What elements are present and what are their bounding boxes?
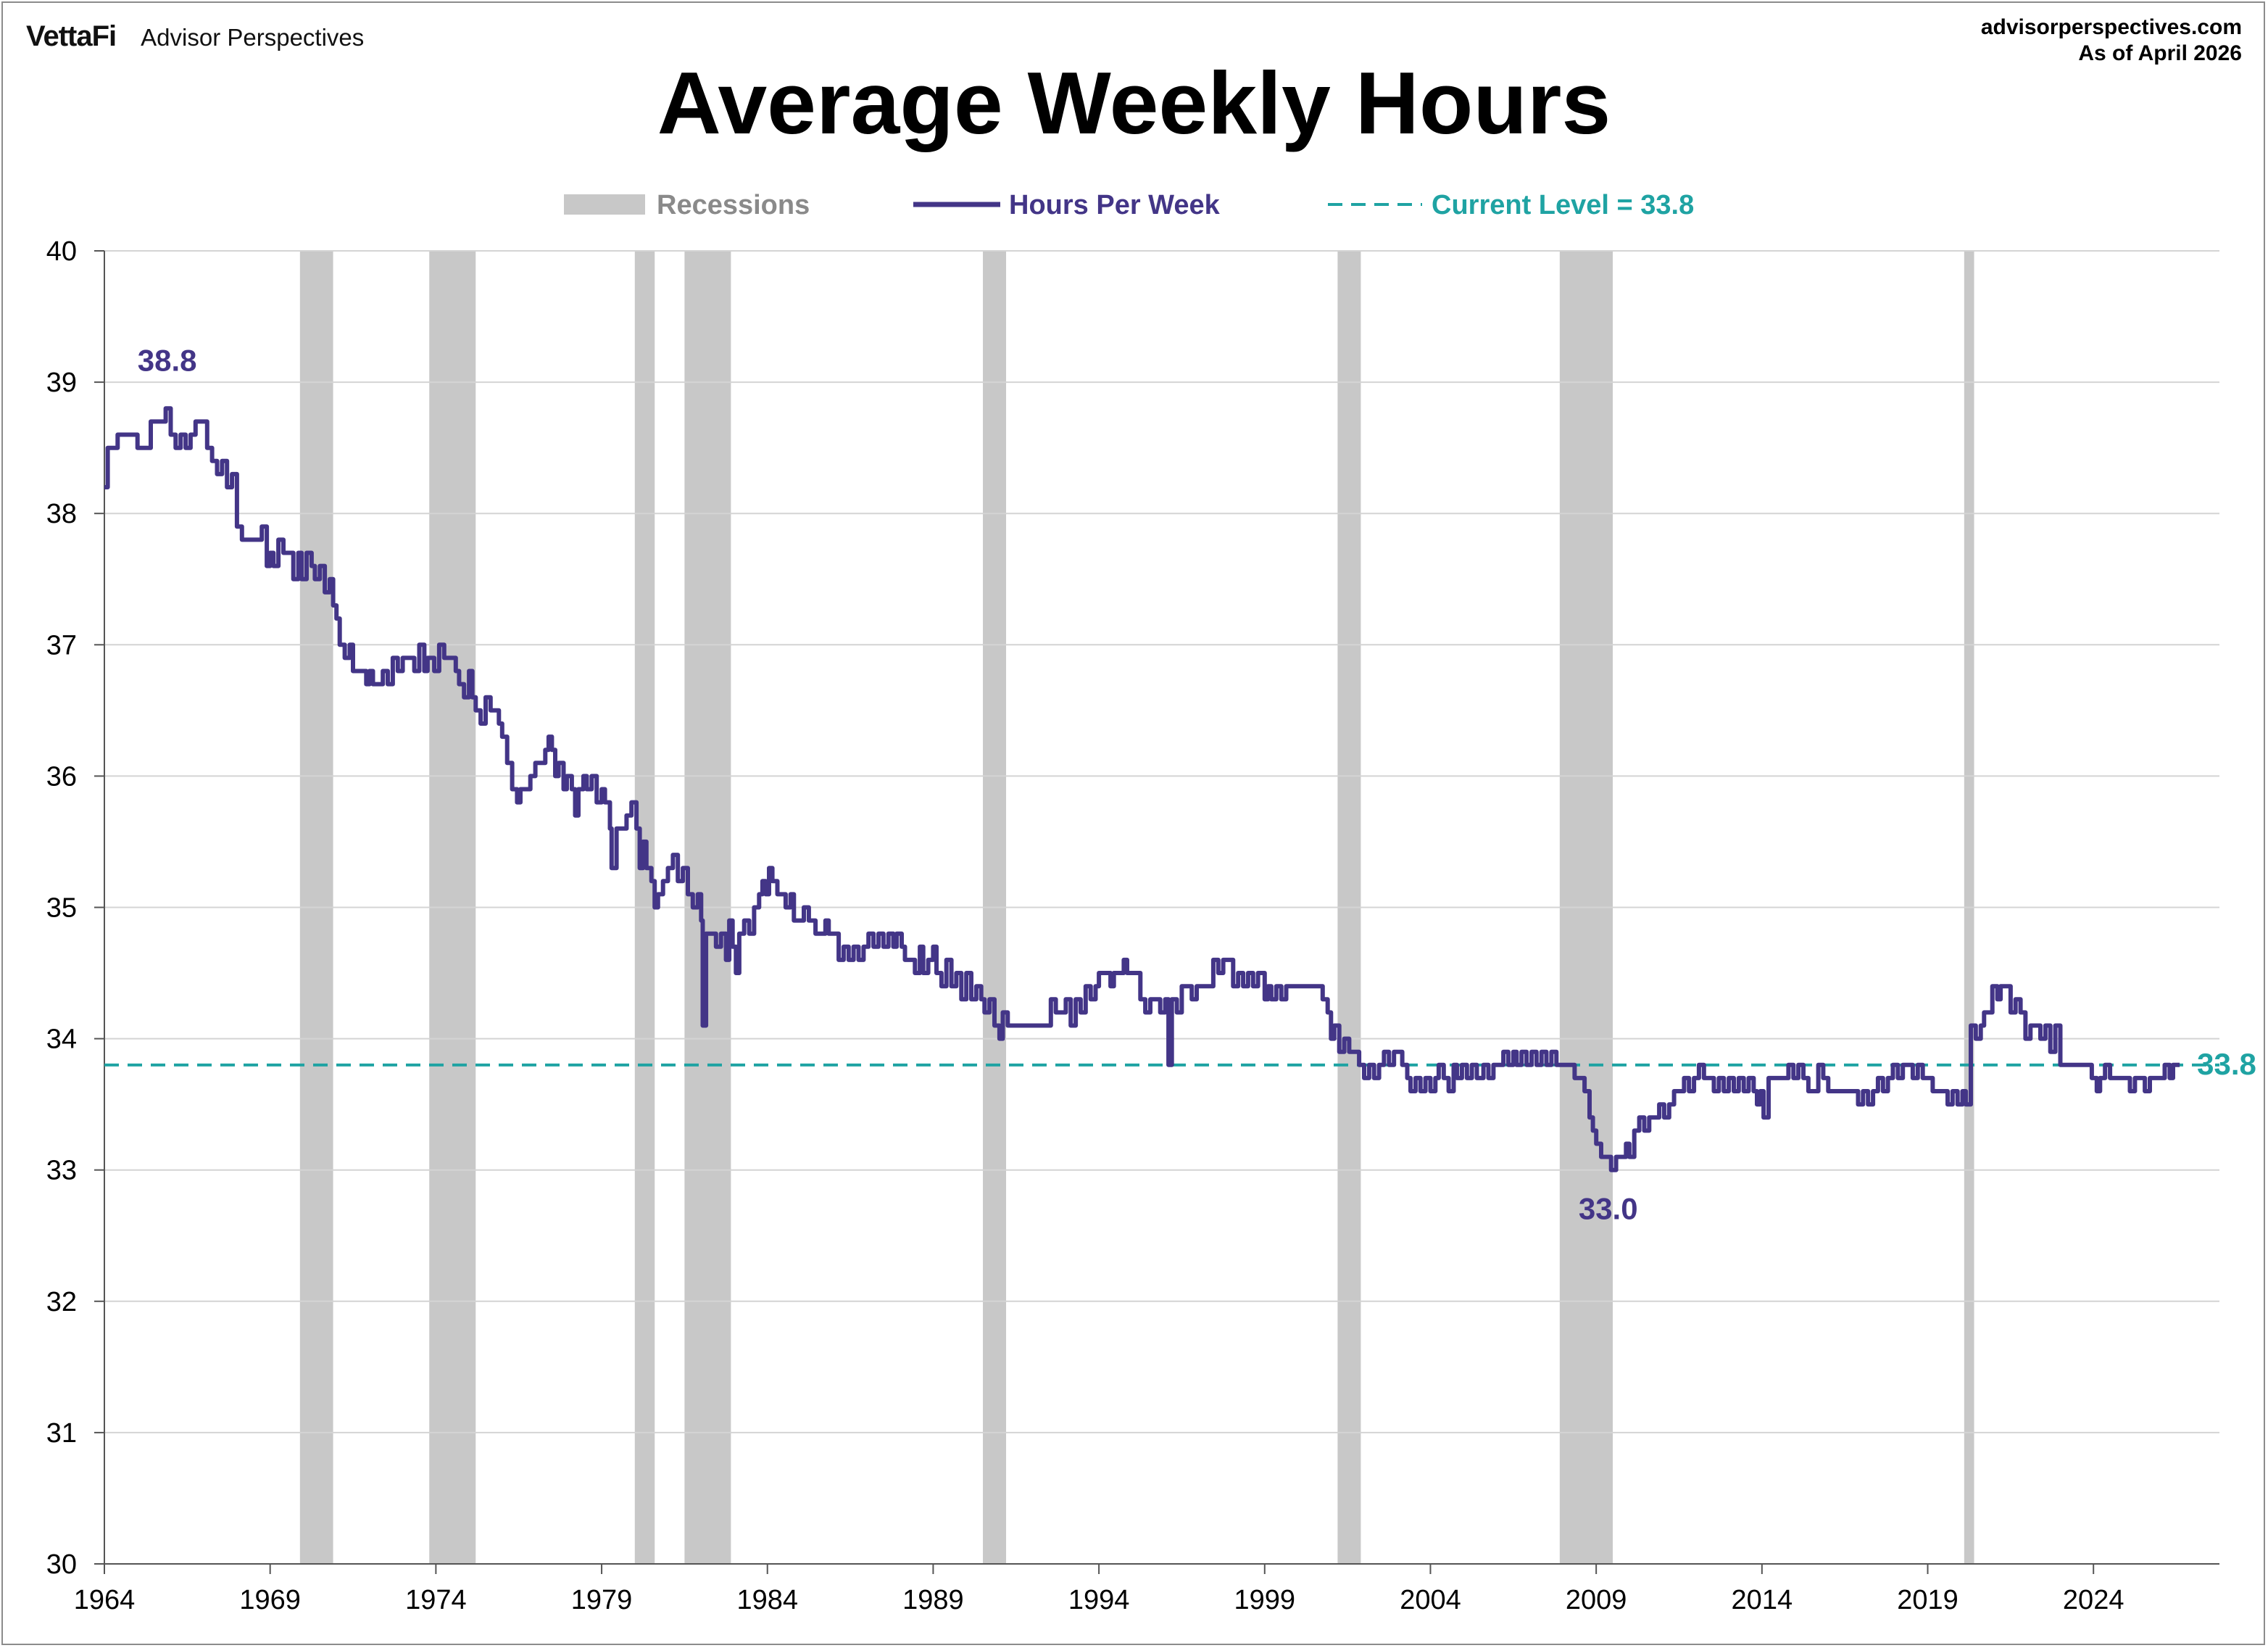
x-tick-label-1974: 1974	[405, 1585, 467, 1615]
x-tick-label-1969: 1969	[239, 1585, 301, 1615]
y-tick-label-36: 36	[46, 761, 77, 792]
x-tick-label-1964: 1964	[74, 1585, 136, 1615]
grid-lines	[104, 250, 2219, 1433]
y-tick-label-31: 31	[46, 1418, 77, 1449]
annotation-label-0: 38.8	[138, 343, 197, 377]
vettafi-logo: VettaFi	[26, 20, 117, 52]
as-of-date: As of April 2026	[2078, 41, 2242, 65]
brand-name: Advisor Perspectives	[141, 24, 365, 51]
annotation-label-1: 33.0	[1579, 1192, 1638, 1226]
y-tick-label-38: 38	[46, 499, 77, 529]
y-tick-label-39: 39	[46, 368, 77, 398]
series-line-hours-per-week	[104, 406, 2180, 1172]
x-tick-label-1999: 1999	[1234, 1585, 1296, 1615]
legend-label-hours: Hours Per Week	[1009, 190, 1221, 220]
source-block: advisorperspectives.com As of April 2026	[1981, 15, 2242, 67]
source-site: advisorperspectives.com	[1980, 15, 2242, 39]
data-annotations: 38.8 33.0 33.8	[138, 343, 2256, 1225]
annotation-label-2: 33.8	[2197, 1047, 2256, 1081]
x-tick-label-2024: 2024	[2063, 1585, 2124, 1615]
y-tick-label-32: 32	[46, 1287, 77, 1317]
x-tick-label-1994: 1994	[1068, 1585, 1130, 1615]
x-axis-ticks: 1964 1969 1974 1979 1984 1989 1994 1999 2004 2009…	[74, 1564, 2124, 1615]
y-tick-label-33: 33	[46, 1156, 77, 1186]
y-tick-label-37: 37	[46, 630, 77, 661]
x-tick-label-2019: 2019	[1897, 1585, 1958, 1615]
chart-title: Average Weekly Hours	[657, 54, 1611, 152]
legend-swatch-recessions	[564, 194, 645, 215]
legend: Recessions Hours Per Week Current Level …	[564, 190, 1694, 220]
y-axis-ticks: 30 31 32 33 34 35 36 37 38 39 40	[46, 236, 104, 1580]
y-tick-label-35: 35	[46, 893, 77, 924]
x-tick-label-2014: 2014	[1732, 1585, 1793, 1615]
legend-label-current: Current Level = 33.8	[1432, 190, 1694, 220]
x-tick-label-2004: 2004	[1400, 1585, 1461, 1615]
x-tick-label-1979: 1979	[571, 1585, 633, 1615]
x-tick-label-2009: 2009	[1566, 1585, 1627, 1615]
x-tick-label-1989: 1989	[902, 1585, 964, 1615]
y-tick-label-34: 34	[46, 1024, 77, 1055]
brand-header: VettaFi Advisor Perspectives	[26, 20, 364, 53]
y-tick-label-40: 40	[46, 236, 77, 267]
y-tick-label-30: 30	[46, 1549, 77, 1580]
x-tick-label-1984: 1984	[736, 1585, 798, 1615]
legend-label-recessions: Recessions	[657, 190, 810, 220]
